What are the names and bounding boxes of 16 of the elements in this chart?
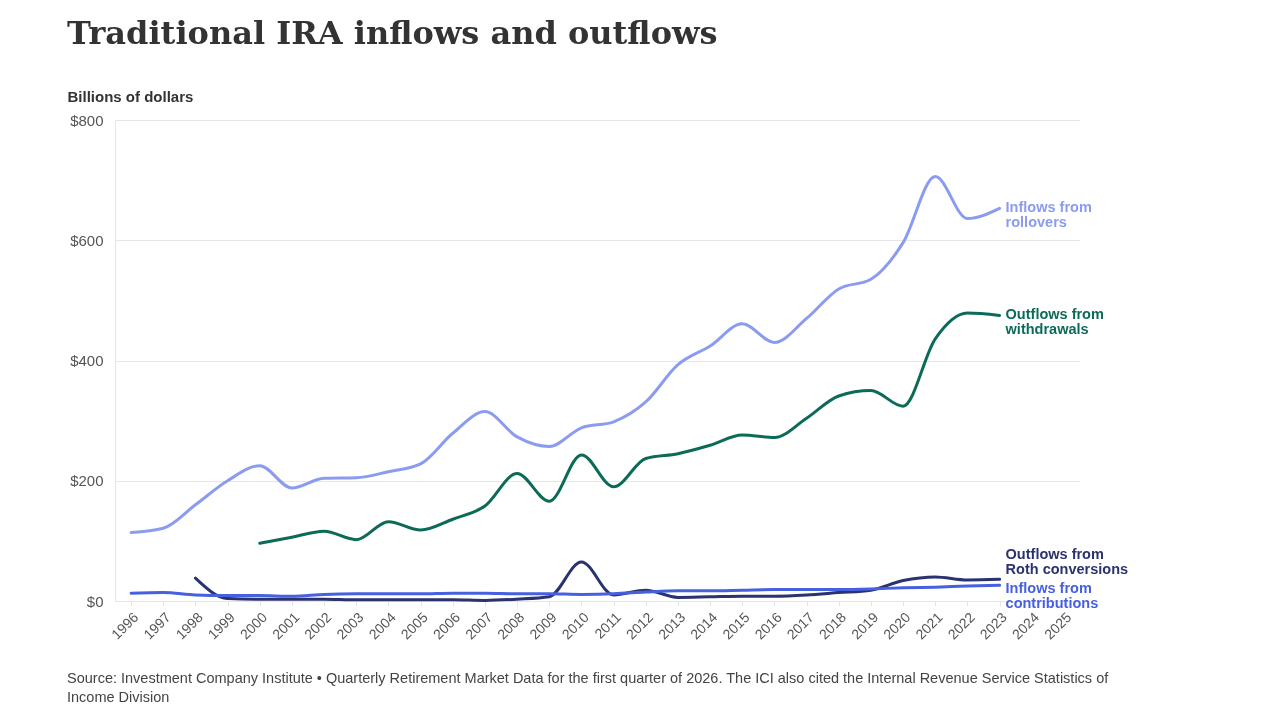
y-tick-label: $800 bbox=[70, 111, 104, 129]
line-series bbox=[129, 175, 1002, 534]
line-series bbox=[258, 311, 1002, 545]
series-label: Inflows from rollovers bbox=[1005, 199, 1092, 231]
y-axis-title: Billions of dollars bbox=[67, 87, 194, 105]
line-series bbox=[193, 560, 1002, 602]
line-series bbox=[129, 583, 1002, 598]
source-note: Source: Investment Company Institute • Quarterly Retirement Market Data for the first quarter of 2026. The ICI also cited the Internal Revenue Service Statistics of Income Division bbox=[67, 670, 1110, 705]
y-tick-label: $400 bbox=[70, 352, 104, 369]
y-tick-label: $600 bbox=[70, 231, 104, 249]
series-label: Inflows from contributions bbox=[1005, 580, 1099, 611]
y-tick-label: $200 bbox=[70, 472, 104, 490]
series-label: Outflows from Roth conversions bbox=[1005, 546, 1129, 577]
y-tick-label: $0 bbox=[86, 592, 104, 610]
series-label: Outflows from withdrawals bbox=[1004, 306, 1104, 338]
chart-title: Traditional IRA inflows and outflows bbox=[67, 14, 718, 52]
